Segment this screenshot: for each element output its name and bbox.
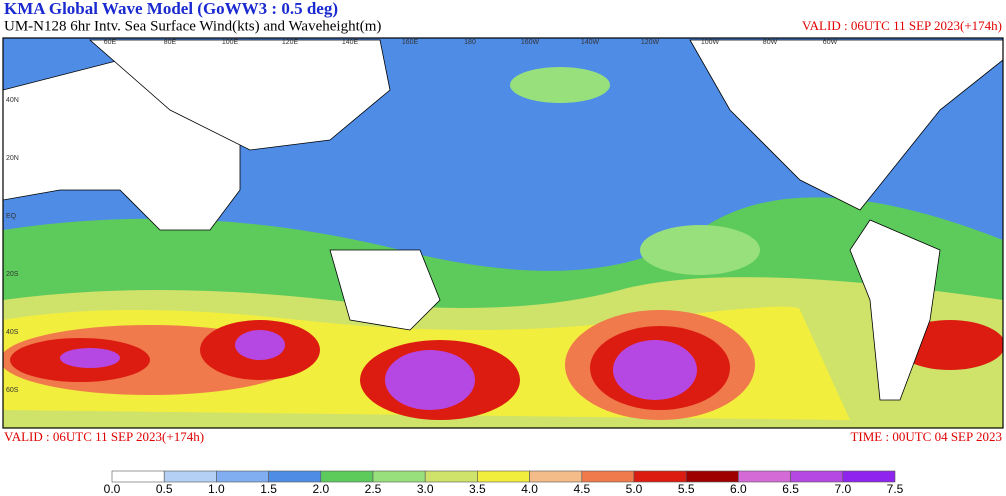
colorbar-swatch — [372, 470, 426, 483]
colorbar-label: 5.5 — [678, 482, 695, 496]
colorbar-swatch — [529, 470, 583, 483]
lon-label: 100E — [222, 39, 239, 46]
valid-bottom: VALID : 06UTC 11 SEP 2023(+174h) — [4, 429, 204, 444]
colorbar-label: 5.0 — [626, 482, 643, 496]
lon-label: 140W — [581, 39, 600, 46]
colorbar-label: 2.0 — [312, 482, 329, 496]
land — [329, 249, 441, 331]
lon-label: 60W — [823, 39, 838, 46]
land — [88, 39, 391, 151]
valid-top: VALID : 06UTC 11 SEP 2023(+174h) — [802, 18, 1002, 33]
colorbar-swatch — [424, 470, 478, 483]
wave-zone — [510, 67, 610, 103]
colorbar-label: 7.5 — [887, 482, 904, 496]
colorbar-swatch — [842, 470, 896, 483]
subtitle: UM-N128 6hr Intv. Sea Surface Wind(kts) … — [4, 18, 381, 34]
lat-label: 60S — [6, 387, 19, 394]
lat-label: EQ — [6, 213, 17, 220]
lon-label: 100W — [701, 39, 720, 46]
colorbar-swatch — [111, 470, 165, 483]
colorbar-label: 0.0 — [104, 482, 121, 496]
lon-label: 140E — [342, 39, 359, 46]
lat-label: 20N — [6, 155, 19, 162]
lon-label: 60E — [104, 39, 117, 46]
colorbar-swatch — [477, 470, 530, 483]
colorbar-swatch — [163, 470, 217, 483]
lon-label: 160E — [402, 39, 419, 46]
wave-zone — [385, 350, 475, 410]
map — [2, 37, 1004, 429]
lon-label: 120E — [282, 39, 299, 46]
lat-label: 20S — [6, 271, 19, 278]
wave-zone — [235, 330, 285, 360]
wave-zone — [613, 340, 697, 400]
colorbar-label: 2.5 — [365, 482, 382, 496]
land — [849, 219, 941, 401]
colorbar-label: 6.0 — [730, 482, 747, 496]
map-frame — [2, 37, 1004, 429]
colorbar-label: 4.5 — [573, 482, 590, 496]
colorbar-swatch — [268, 470, 322, 483]
time: TIME : 00UTC 04 SEP 2023 — [850, 429, 1002, 444]
lon-label: 180 — [464, 39, 476, 46]
colorbar-label: 4.0 — [521, 482, 538, 496]
land — [689, 39, 1003, 211]
colorbar-label: 7.0 — [834, 482, 851, 496]
wave-zone — [60, 348, 120, 368]
colorbar-swatch — [633, 470, 687, 483]
colorbar-swatch — [790, 470, 844, 483]
lon-label: 80E — [164, 39, 177, 46]
colorbar-label: 6.5 — [782, 482, 799, 496]
title: KMA Global Wave Model (GoWW3 : 0.5 deg) — [4, 0, 338, 18]
colorbar-label: 1.0 — [208, 482, 225, 496]
colorbar-swatch — [581, 470, 635, 483]
colorbar-label: 0.5 — [156, 482, 173, 496]
colorbar-label: 1.5 — [260, 482, 277, 496]
lon-label: 120W — [641, 39, 660, 46]
colorbar-swatch — [216, 470, 269, 483]
lat-label: 40N — [6, 97, 19, 104]
colorbar-swatch — [738, 470, 791, 483]
lat-label: 40S — [6, 329, 19, 336]
colorbar-swatch — [320, 470, 374, 483]
wave-zone — [640, 225, 760, 275]
colorbar-label: 3.0 — [417, 482, 434, 496]
colorbar-swatch — [685, 470, 739, 483]
lon-label: 80W — [763, 39, 778, 46]
lon-label: 160W — [521, 39, 540, 46]
colorbar-label: 3.5 — [469, 482, 486, 496]
